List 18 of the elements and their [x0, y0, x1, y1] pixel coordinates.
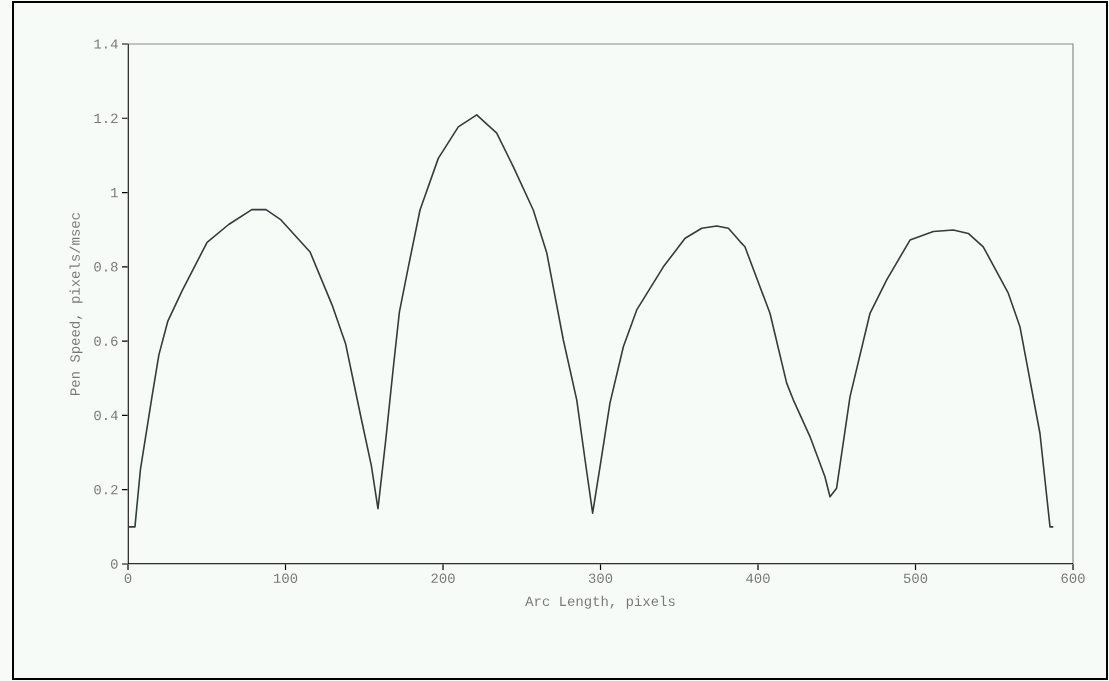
y-tick-label: 0.8 — [94, 262, 118, 272]
y-tick-label: 1.2 — [94, 113, 118, 123]
y-tick-label: 0.2 — [94, 484, 118, 495]
x-tick-label: 500 — [903, 573, 928, 583]
x-tick-label: 100 — [273, 573, 298, 583]
x-tick-label: 0 — [124, 573, 132, 583]
x-tick-label: 300 — [588, 573, 613, 583]
y-tick-label: 0.6 — [94, 336, 118, 346]
x-tick-label: 400 — [746, 573, 770, 583]
y-tick-label: 0.4 — [94, 410, 118, 421]
x-tick-label: 200 — [431, 573, 455, 583]
line-series — [128, 114, 1055, 528]
y-axis-title: Pen Speed, pixels/msec — [69, 212, 83, 395]
y-tick-label: 1.4 — [94, 39, 118, 49]
y-tick-label: 0 — [110, 559, 118, 569]
y-tick-label: 1 — [111, 187, 118, 198]
x-tick-label: 600 — [1061, 573, 1085, 583]
x-axis-title: Arc Length, pixels — [525, 595, 675, 609]
